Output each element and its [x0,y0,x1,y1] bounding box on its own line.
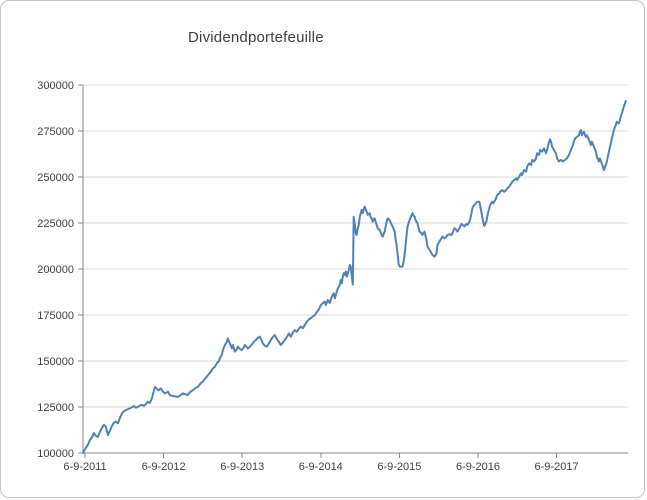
y-tick-label: 200000 [37,264,74,276]
x-tick-label: 6-9-2013 [220,461,264,473]
x-tick-label: 6-9-2017 [535,461,579,473]
x-tick-label: 6-9-2014 [299,461,343,473]
x-tick-label: 6-9-2011 [63,461,106,473]
x-tick-label: 6-9-2016 [456,461,500,473]
y-tick-label: 250000 [37,172,74,184]
y-tick-label: 150000 [37,356,74,368]
y-tick-label: 225000 [37,218,74,230]
y-tick-label: 100000 [37,448,74,460]
series-line [81,100,627,454]
y-tick-label: 125000 [37,402,74,414]
x-tick-label: 6-9-2015 [377,461,421,473]
x-tick-label: 6-9-2012 [142,461,186,473]
y-tick-label: 175000 [37,310,74,322]
y-tick-label: 300000 [37,80,74,92]
y-tick-label: 275000 [37,126,74,138]
chart-title: Dividendportefeuille [188,29,324,46]
